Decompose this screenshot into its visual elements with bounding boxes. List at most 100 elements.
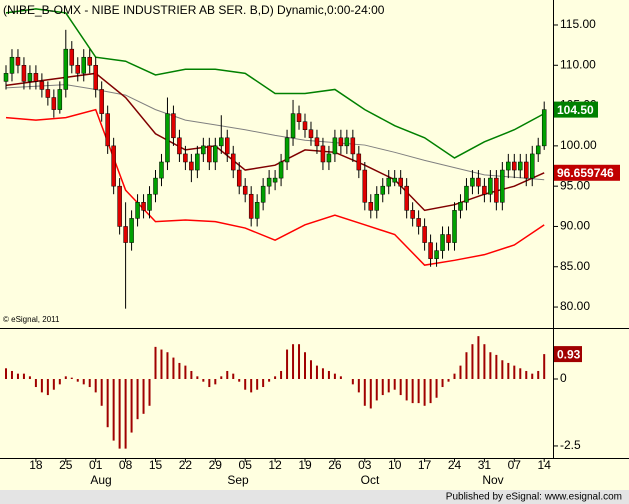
candle-body (452, 210, 457, 243)
y-tick-label: 90.00 (560, 219, 590, 233)
candle-body (398, 177, 403, 187)
candle-body (296, 113, 302, 122)
candle-body (15, 56, 21, 66)
candle-body (3, 73, 9, 82)
month-label: Sep (227, 473, 249, 487)
y-tick-label: -2.5 (560, 438, 581, 452)
y-tick-label: 0 (560, 371, 567, 385)
x-tick-label: 31 (478, 458, 492, 472)
candle-body (99, 89, 104, 114)
candle-body (21, 65, 27, 82)
candle-body (524, 161, 529, 179)
candle-body (482, 185, 487, 195)
oscillator-value: 0.93 (557, 347, 581, 361)
candle-body (500, 169, 505, 203)
candle-body (488, 177, 493, 195)
candle-body (236, 169, 242, 187)
candle-body (135, 202, 140, 219)
candle-body (320, 145, 326, 163)
candle-body (45, 89, 51, 98)
candle-body (213, 145, 218, 163)
middle-band-value: 96.659746 (557, 166, 614, 180)
x-tick-label: 17 (418, 458, 432, 472)
candle-body (165, 113, 170, 163)
candle-body (458, 202, 463, 211)
candle-body (39, 81, 45, 90)
x-tick-label: 26 (328, 458, 342, 472)
candle-body (506, 161, 511, 171)
candle-body (248, 193, 254, 219)
x-tick-label: 29 (209, 458, 223, 472)
candle-body (123, 226, 128, 243)
candle-body (183, 153, 188, 163)
candle-body (189, 161, 194, 171)
candle-body (326, 153, 332, 163)
candle-body (57, 89, 63, 110)
candle-body (75, 65, 81, 74)
candle-body (314, 137, 320, 147)
candle-body (129, 218, 134, 243)
candle-body (344, 137, 350, 147)
chart-title: (NIBE_B-OMX - NIBE INDUSTRIER AB SER. B,… (3, 3, 385, 17)
candle-body (338, 137, 344, 147)
candle-body (374, 193, 380, 211)
y-tick-label: 100.00 (560, 138, 597, 152)
x-tick-label: 18 (29, 458, 43, 472)
candle-body (464, 185, 469, 203)
candle-body (69, 48, 75, 66)
candle-body (440, 234, 445, 251)
candle-body (434, 250, 439, 259)
x-tick-label: 12 (268, 458, 282, 472)
candle-body (278, 161, 284, 179)
y-tick-label: 110.00 (560, 57, 596, 71)
candle-body (541, 109, 547, 147)
candle-body (117, 185, 122, 227)
candle-body (494, 177, 499, 203)
candle-body (177, 137, 182, 155)
y-tick-label: 95.00 (560, 178, 590, 192)
candle-body (207, 145, 212, 163)
candle-body (535, 145, 541, 155)
candle-body (362, 169, 368, 203)
candle-body (27, 73, 33, 82)
plot-area (3, 8, 547, 449)
candle-body (476, 177, 481, 187)
candle-body (368, 202, 374, 211)
candle-body (260, 185, 266, 203)
candle-body (81, 56, 86, 74)
oscillator-value-box (554, 346, 582, 363)
month-label: Oct (361, 473, 380, 487)
candle-body (356, 153, 362, 171)
last-price-box (554, 101, 598, 118)
y-tick-label: 85.00 (560, 259, 590, 273)
candle-body (404, 185, 409, 211)
candle-body (470, 177, 475, 187)
candle-body (63, 48, 69, 90)
candle-body (195, 153, 200, 171)
last-price: 104.50 (557, 103, 594, 117)
candle-body (33, 73, 39, 82)
candle-body (302, 121, 308, 130)
x-tick-label: 25 (59, 458, 73, 472)
candle-body (242, 185, 248, 195)
x-tick-label: 10 (388, 458, 402, 472)
candle-body (290, 113, 296, 139)
candle-body (512, 161, 517, 171)
candle-body (386, 177, 391, 187)
candle-body (272, 177, 278, 183)
candle-body (518, 161, 523, 171)
candle-body (230, 153, 236, 171)
middle-band-value-box (554, 164, 620, 181)
candle-body (416, 218, 421, 227)
x-tick-label: 24 (448, 458, 462, 472)
candle-body (111, 145, 116, 187)
candle-body (51, 97, 57, 110)
indicator-line (5, 108, 545, 266)
x-tick-label: 08 (119, 458, 133, 472)
x-tick-label: 01 (89, 458, 103, 472)
x-tick-label: 03 (358, 458, 372, 472)
candle-body (87, 56, 92, 66)
y-tick-label: 115.00 (560, 17, 596, 31)
candle-body (529, 153, 535, 179)
